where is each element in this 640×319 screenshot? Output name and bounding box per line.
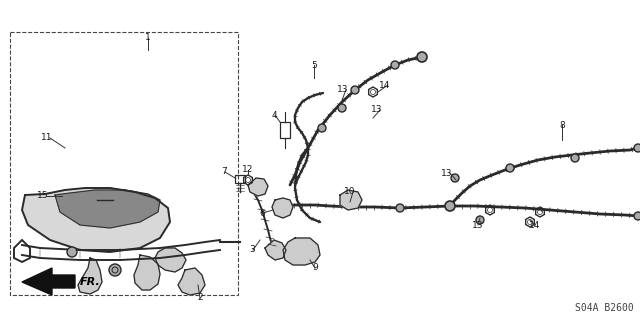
Polygon shape bbox=[78, 258, 102, 294]
Circle shape bbox=[396, 204, 404, 212]
Text: 13: 13 bbox=[440, 168, 452, 177]
Circle shape bbox=[506, 164, 514, 172]
Circle shape bbox=[476, 216, 484, 224]
Text: 13: 13 bbox=[371, 106, 382, 115]
Text: 10: 10 bbox=[344, 188, 355, 197]
Text: 14: 14 bbox=[379, 80, 390, 90]
Text: 14: 14 bbox=[529, 220, 541, 229]
Circle shape bbox=[109, 264, 121, 276]
Text: 9: 9 bbox=[312, 263, 318, 272]
Circle shape bbox=[338, 104, 346, 112]
Circle shape bbox=[445, 201, 455, 211]
Text: 13: 13 bbox=[337, 85, 348, 94]
Polygon shape bbox=[55, 190, 160, 228]
Polygon shape bbox=[272, 198, 293, 218]
Polygon shape bbox=[155, 248, 186, 272]
Polygon shape bbox=[178, 268, 205, 295]
Text: 8: 8 bbox=[559, 121, 565, 130]
Text: 12: 12 bbox=[243, 166, 253, 174]
Polygon shape bbox=[22, 188, 170, 252]
Text: S04A B2600: S04A B2600 bbox=[575, 303, 634, 313]
Text: 5: 5 bbox=[311, 61, 317, 70]
Circle shape bbox=[571, 154, 579, 162]
Polygon shape bbox=[134, 255, 160, 290]
Text: 15: 15 bbox=[36, 191, 48, 201]
Circle shape bbox=[451, 174, 459, 182]
Text: 1: 1 bbox=[145, 33, 151, 42]
Circle shape bbox=[318, 124, 326, 132]
Circle shape bbox=[391, 61, 399, 69]
Text: 11: 11 bbox=[40, 133, 52, 143]
Polygon shape bbox=[340, 190, 362, 210]
Polygon shape bbox=[283, 238, 320, 265]
Circle shape bbox=[112, 267, 118, 273]
Text: 13: 13 bbox=[472, 220, 484, 229]
Text: 2: 2 bbox=[197, 293, 203, 302]
Polygon shape bbox=[265, 240, 286, 260]
Circle shape bbox=[634, 212, 640, 220]
Circle shape bbox=[351, 86, 359, 94]
Circle shape bbox=[634, 144, 640, 152]
Text: 6: 6 bbox=[259, 209, 265, 218]
Text: FR.: FR. bbox=[80, 277, 100, 287]
Text: 4: 4 bbox=[271, 110, 277, 120]
Polygon shape bbox=[22, 268, 75, 295]
Circle shape bbox=[417, 52, 427, 62]
Text: 7: 7 bbox=[221, 167, 227, 176]
Circle shape bbox=[67, 247, 77, 257]
Text: 3: 3 bbox=[249, 246, 255, 255]
Polygon shape bbox=[248, 178, 268, 196]
